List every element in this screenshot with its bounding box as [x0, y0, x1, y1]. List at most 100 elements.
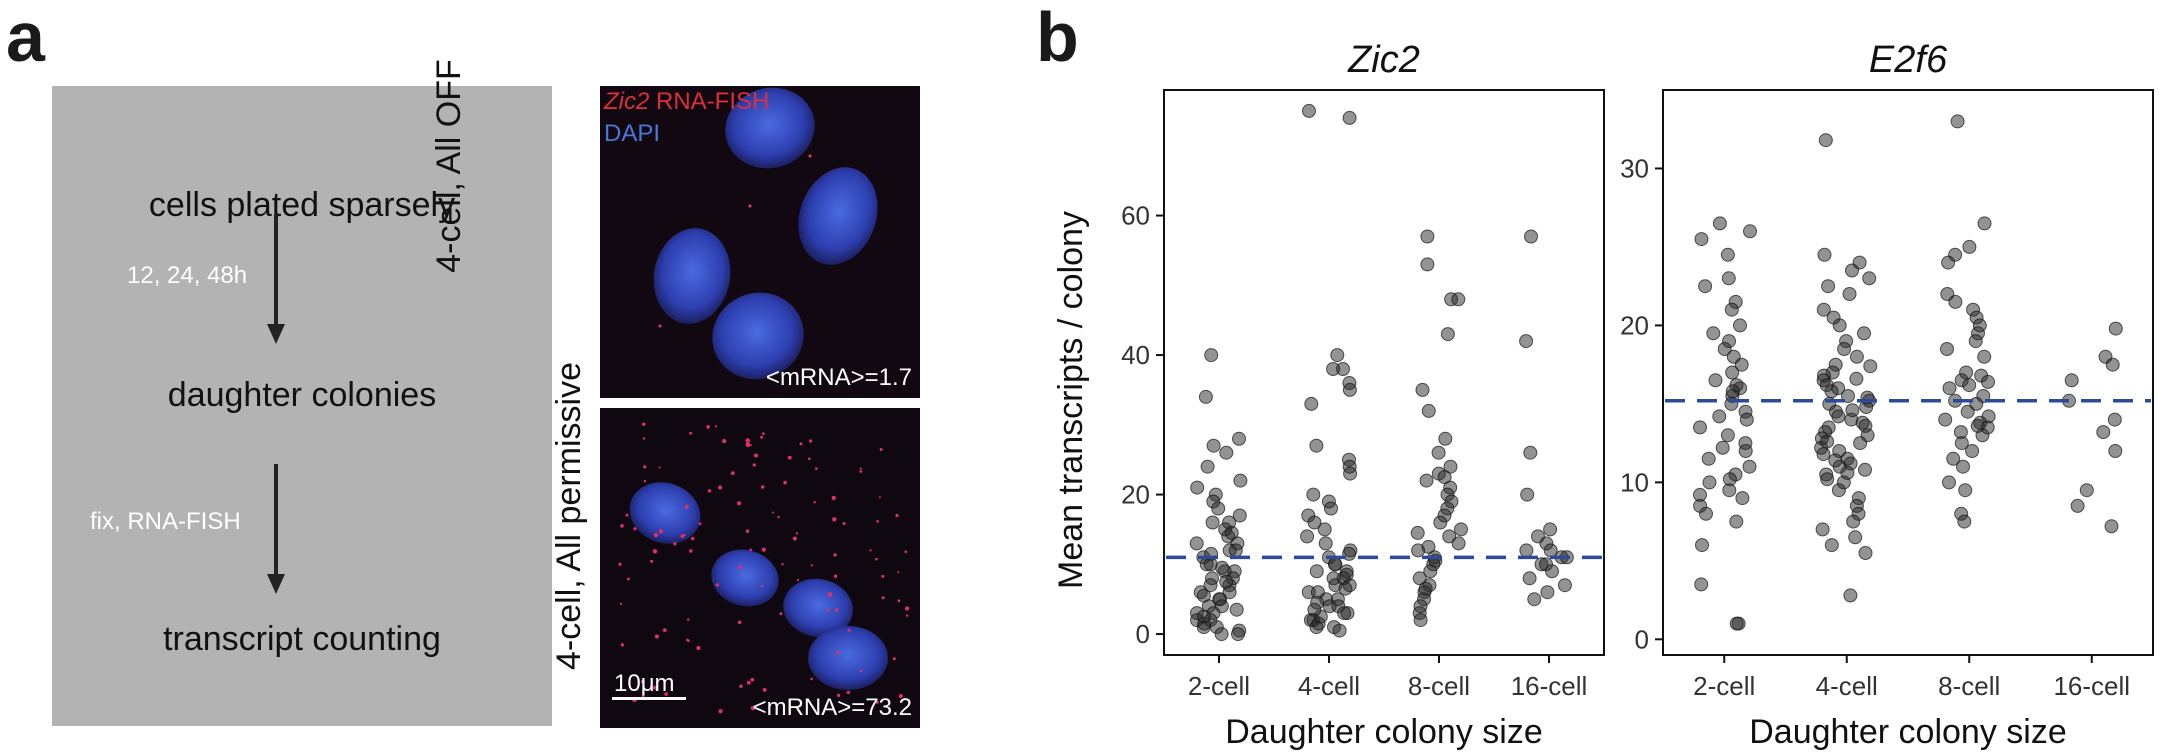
- data-point: [1843, 456, 1858, 471]
- data-point: [1842, 287, 1857, 301]
- fish-spot: [879, 448, 883, 451]
- data-point: [1968, 334, 1983, 349]
- data-point: [1411, 543, 1426, 558]
- data-point: [1199, 557, 1214, 572]
- data-point: [1524, 229, 1538, 244]
- data-point: [1437, 508, 1452, 523]
- data-point: [1731, 616, 1746, 631]
- fish-spot: [696, 645, 701, 651]
- x-tick-label: 4-cell: [1298, 671, 1360, 701]
- fish-spot: [687, 618, 690, 621]
- fish-spot: [781, 563, 784, 566]
- data-point: [1724, 302, 1739, 317]
- data-point: [1342, 459, 1357, 474]
- fish-spot: [835, 608, 839, 612]
- y-axis-label: Mean transcripts / colony: [1052, 211, 1090, 589]
- data-point: [1232, 508, 1247, 523]
- data-point: [1855, 415, 1870, 430]
- data-point: [1972, 318, 1987, 333]
- data-point: [1428, 553, 1443, 568]
- data-point: [1953, 425, 1968, 440]
- data-point: [1222, 578, 1237, 593]
- data-point: [1540, 585, 1555, 600]
- data-point: [1975, 428, 1990, 443]
- data-point: [1981, 409, 1996, 424]
- fish-spot: [859, 669, 863, 673]
- data-point: [1420, 229, 1435, 244]
- data-point: [1417, 592, 1431, 607]
- data-point: [1950, 114, 1965, 129]
- scale-bar: [612, 697, 686, 700]
- data-point: [1820, 434, 1835, 449]
- data-point: [1693, 487, 1707, 502]
- data-point: [1940, 287, 1955, 301]
- fish-spot: [641, 679, 645, 684]
- fish-spot: [654, 634, 659, 639]
- data-point: [1229, 602, 1244, 617]
- data-point: [1342, 452, 1356, 467]
- fish-spot: [662, 628, 667, 632]
- mrna-mean-bottom: <mRNA>=73.2: [752, 694, 912, 721]
- data-point: [1437, 470, 1452, 485]
- data-point: [1715, 440, 1730, 455]
- data-point: [1860, 390, 1875, 405]
- fish-spot: [827, 592, 833, 597]
- data-point: [1726, 349, 1741, 364]
- data-point: [1820, 472, 1835, 487]
- data-point: [1444, 292, 1459, 307]
- data-point: [1851, 506, 1866, 521]
- fish-spot: [754, 453, 758, 458]
- data-point: [1342, 546, 1357, 561]
- data-point: [1815, 522, 1830, 537]
- data-point: [1423, 564, 1438, 579]
- data-point: [1332, 623, 1347, 638]
- data-point: [1729, 514, 1744, 529]
- data-point: [1702, 475, 1717, 490]
- data-point: [2079, 483, 2094, 498]
- data-point: [1343, 466, 1358, 481]
- data-point: [1814, 431, 1829, 446]
- data-point: [1722, 334, 1736, 349]
- data-point: [1222, 515, 1237, 530]
- data-point: [1543, 522, 1558, 537]
- fish-spot: [627, 577, 630, 581]
- data-point: [1728, 294, 1743, 309]
- fish-spot: [881, 596, 885, 600]
- data-point: [1840, 451, 1855, 466]
- data-point: [1412, 571, 1427, 586]
- data-point: [1321, 494, 1336, 509]
- fish-spot: [618, 562, 622, 566]
- data-point: [1858, 418, 1873, 433]
- fish-spot: [842, 522, 846, 525]
- data-point: [2107, 412, 2122, 427]
- fish-spot: [792, 536, 797, 541]
- x-tick-label: 16-cell: [1511, 671, 1588, 701]
- data-point: [1322, 599, 1337, 614]
- data-point: [1725, 384, 1740, 399]
- data-point: [1554, 550, 1569, 565]
- data-point: [1832, 318, 1847, 333]
- x-tick-label: 8-cell: [1408, 671, 1470, 701]
- data-point: [1331, 599, 1346, 614]
- fish-spot: [837, 693, 841, 697]
- data-point: [1722, 472, 1737, 487]
- image-top-side-label: 4-cell, All OFF: [430, 59, 468, 273]
- data-point: [1938, 412, 1953, 427]
- data-point: [1318, 536, 1333, 551]
- data-point: [1858, 462, 1872, 477]
- data-point: [1959, 365, 1974, 380]
- data-point: [1523, 445, 1538, 460]
- x-tick-label: 16-cell: [2053, 671, 2130, 701]
- data-point: [1733, 381, 1748, 396]
- data-point: [1742, 459, 1757, 474]
- data-point: [1451, 536, 1466, 551]
- data-point: [1196, 609, 1211, 624]
- data-point: [1310, 585, 1325, 600]
- fish-spot: [875, 700, 879, 704]
- fish-spot: [718, 709, 723, 714]
- data-point: [1837, 342, 1852, 356]
- data-point: [2108, 321, 2123, 336]
- data-point: [1342, 110, 1357, 125]
- data-point: [1857, 326, 1871, 341]
- data-point: [1232, 623, 1247, 638]
